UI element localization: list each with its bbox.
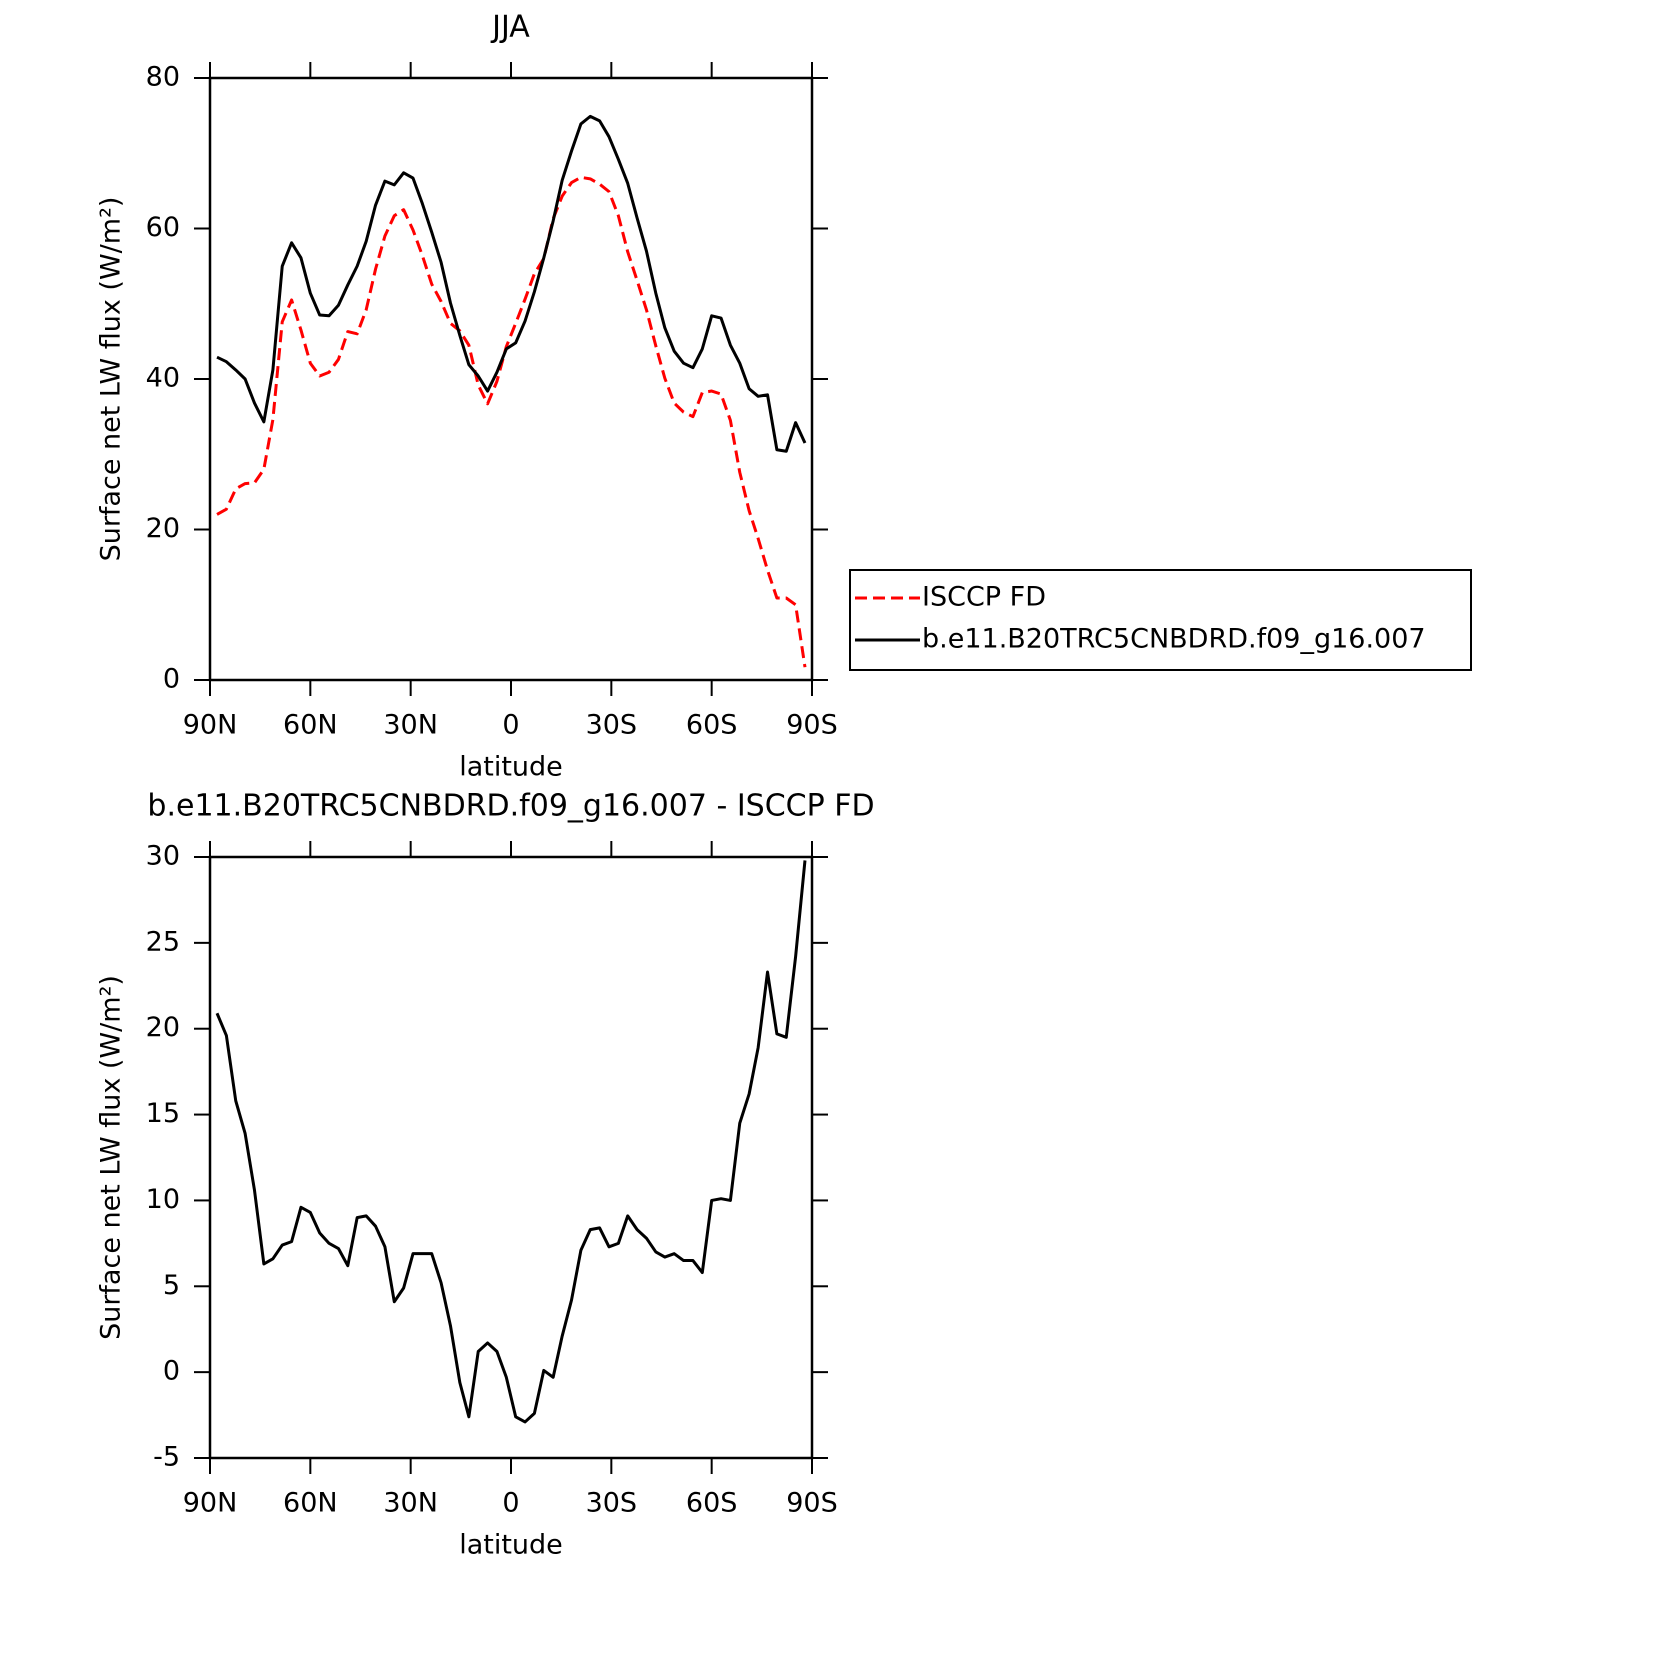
y-tick-label: -5 — [153, 1442, 180, 1473]
y-tick-label: 20 — [146, 513, 180, 544]
x-tick-label: 90S — [786, 1488, 838, 1519]
data-line — [216, 114, 807, 453]
y-axis-label: Surface net LW flux (W/m²) — [96, 197, 127, 562]
y-tick-label: 25 — [146, 926, 180, 957]
y-tick-label: 80 — [146, 62, 180, 93]
y-tick-label: 5 — [163, 1270, 180, 1301]
y-tick-label: 0 — [163, 664, 180, 695]
y-tick-label: 15 — [146, 1098, 180, 1129]
x-tick-label: 60S — [686, 710, 738, 741]
y-tick-label: 0 — [163, 1356, 180, 1387]
y-axis-label: Surface net LW flux (W/m²) — [96, 975, 127, 1340]
x-tick-label: 90N — [183, 1488, 238, 1519]
y-tick-label: 10 — [146, 1184, 180, 1215]
chart-title: b.e11.B20TRC5CNBDRD.f09_g16.007 - ISCCP … — [147, 789, 874, 824]
y-tick-label: 40 — [146, 363, 180, 394]
data-line — [215, 860, 807, 1424]
x-tick-label: 0 — [502, 710, 519, 741]
x-axis-label: latitude — [459, 1530, 563, 1561]
data-line — [216, 175, 807, 668]
plot-frame — [208, 76, 814, 682]
x-tick-label: 60S — [686, 1488, 738, 1519]
y-tick-label: 20 — [146, 1012, 180, 1043]
x-tick-label: 60N — [283, 1488, 338, 1519]
x-tick-label: 90S — [786, 710, 838, 741]
x-tick-label: 90N — [183, 710, 238, 741]
y-tick-label: 60 — [146, 212, 180, 243]
x-axis-label: latitude — [459, 752, 563, 783]
x-tick-label: 0 — [502, 1488, 519, 1519]
legend-label: b.e11.B20TRC5CNBDRD.f09_g16.007 — [922, 624, 1426, 655]
x-tick-label: 30S — [586, 710, 638, 741]
y-tick-label: 30 — [146, 841, 180, 872]
legend-label: ISCCP FD — [922, 582, 1046, 613]
x-tick-label: 30N — [383, 710, 438, 741]
x-tick-label: 30S — [586, 1488, 638, 1519]
x-tick-label: 60N — [283, 710, 338, 741]
legend-box — [849, 569, 1472, 671]
chart-title: JJA — [490, 10, 530, 45]
x-tick-label: 30N — [383, 1488, 438, 1519]
plot-frame — [208, 855, 814, 1460]
